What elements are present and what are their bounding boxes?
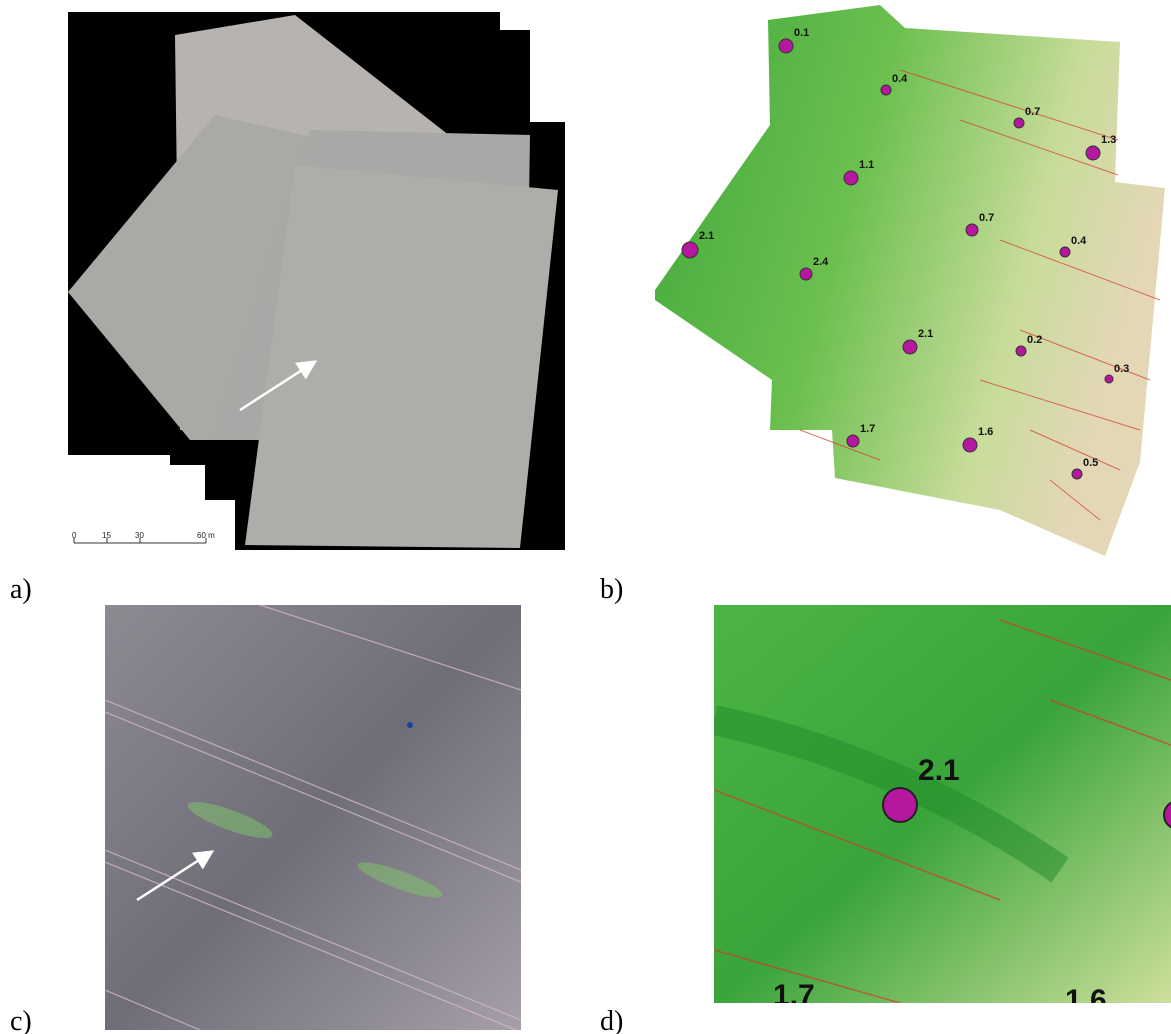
point-label: 1.3 (1101, 134, 1116, 146)
scale-label: 30 (135, 531, 144, 540)
sample-point (1060, 247, 1070, 257)
sample-point (1086, 146, 1100, 160)
scale-label: 15 (102, 531, 111, 540)
sample-point (881, 85, 891, 95)
scale-label: 60 m (197, 531, 215, 540)
sample-point (1014, 118, 1024, 128)
panel-label: c) (10, 1006, 32, 1034)
sample-point (883, 788, 917, 822)
point-label: 2.4 (813, 256, 829, 268)
panel-a: 0 15 30 60 m a) (10, 12, 565, 605)
point-label: 1.6 (1065, 984, 1107, 1017)
sample-point (779, 39, 793, 53)
point-label: 0.4 (1071, 235, 1087, 247)
point-label: 2.1 (699, 230, 714, 242)
point-label: 2.1 (918, 328, 933, 340)
panel-label: d) (600, 1006, 623, 1034)
sample-point (1072, 469, 1082, 479)
sample-point (1105, 375, 1113, 383)
point-label: 1.7 (860, 423, 875, 435)
point-label: 0.2 (1027, 334, 1042, 346)
point-label: 0.1 (794, 27, 809, 39)
point-label: 1.6 (978, 426, 993, 438)
point-label: 1.7 (773, 979, 815, 1012)
sample-point (800, 268, 812, 280)
sample-point (844, 171, 858, 185)
sample-point (847, 435, 859, 447)
point-label: 0.5 (1083, 457, 1098, 469)
figure: 0 15 30 60 m a) 0.1 0.4 0.7 1.3 1.1 0.7 0.4 2.1… (0, 0, 1171, 1034)
point-label: 0.4 (892, 73, 908, 85)
image-tile (245, 165, 558, 548)
aerial-photo (105, 605, 521, 1030)
point-label: 1.1 (859, 159, 874, 171)
sample-point (1016, 346, 1026, 356)
point-label: 0.7 (1025, 106, 1040, 118)
scale-label: 0 (72, 531, 77, 540)
panel-b: 0.1 0.4 0.7 1.3 1.1 0.7 0.4 2.1 2.4 2.1 0.2 0.3 1.7 1… (600, 5, 1165, 605)
ndvi-map (655, 5, 1165, 556)
sample-point (682, 242, 698, 258)
sample-point (903, 340, 917, 354)
point-label: 2.1 (918, 754, 960, 787)
panel-d: 2.1 1.7 1.6 d) (600, 605, 1171, 1034)
point-label: 0.3 (1114, 363, 1129, 375)
panel-label: a) (10, 574, 32, 605)
marker (407, 722, 413, 728)
panel-c (105, 605, 521, 1032)
sample-point (963, 438, 977, 452)
sample-point (966, 224, 978, 236)
point-label: 0.7 (979, 212, 994, 224)
panel-label: b) (600, 574, 623, 605)
